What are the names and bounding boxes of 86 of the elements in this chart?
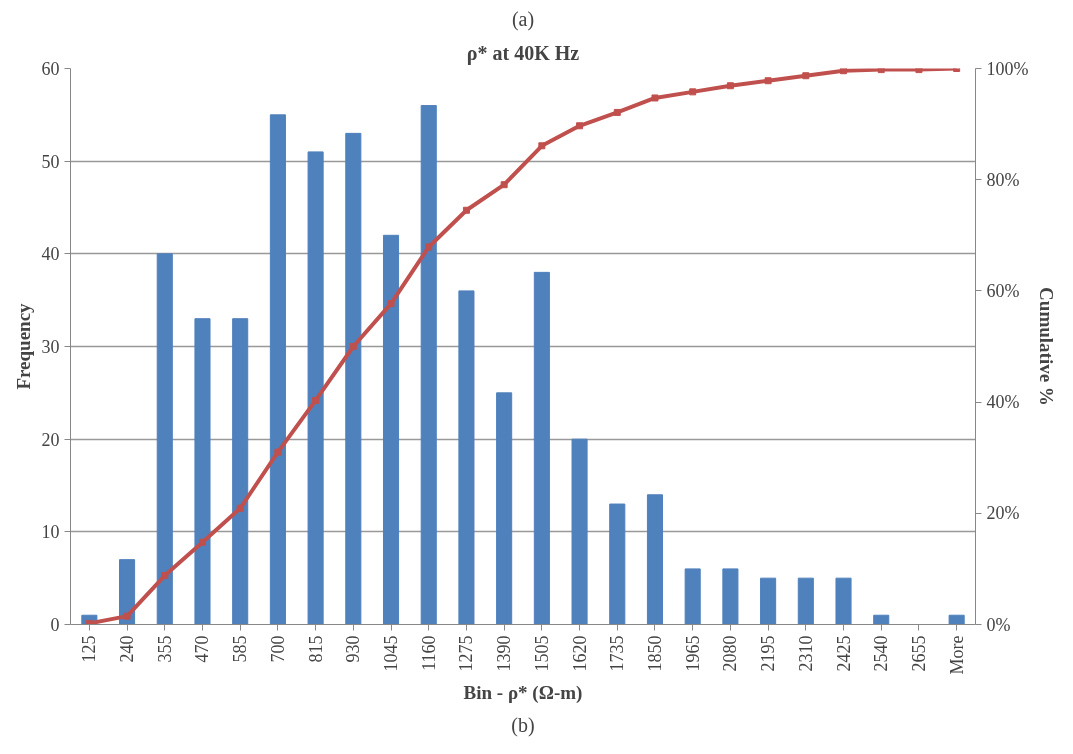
x-tick-label: 2195	[758, 635, 779, 672]
y2-tick-label: 40%	[986, 392, 1020, 413]
x-tick-label: 470	[192, 635, 213, 663]
point	[425, 243, 433, 251]
x-tick-label: 1850	[644, 635, 665, 672]
point	[312, 396, 320, 404]
point	[726, 82, 734, 90]
bar	[496, 392, 513, 625]
bar	[194, 318, 211, 625]
y-axis-title: Frequency	[12, 302, 34, 390]
text: (b)	[511, 713, 535, 737]
bar	[119, 559, 136, 625]
x-tick-label: 1735	[607, 635, 628, 672]
x-tick-label: 1390	[494, 635, 515, 672]
x-axis-title: Bin - ρ* (Ω-m)	[463, 682, 583, 705]
bar	[232, 318, 249, 625]
bar	[609, 503, 626, 625]
bar	[420, 105, 437, 625]
y-tick-label: 10	[41, 522, 60, 543]
x-tick-label: 2540	[871, 635, 892, 672]
bar	[156, 253, 173, 625]
x-tick-label: 355	[154, 635, 175, 663]
point	[198, 538, 206, 546]
point	[802, 72, 810, 80]
bar	[760, 577, 777, 625]
x-tick-label: 2655	[908, 635, 929, 672]
point	[538, 142, 546, 150]
point	[387, 300, 395, 308]
bar	[948, 614, 965, 625]
x-tick-label: 240	[117, 635, 138, 663]
bar	[533, 271, 550, 625]
point	[349, 343, 357, 350]
y-tick-label: 0	[50, 615, 60, 635]
text: (a)	[511, 7, 535, 31]
point	[576, 122, 584, 130]
bar	[797, 577, 814, 625]
point	[236, 504, 244, 512]
point	[274, 448, 282, 456]
x-tick-label: 2310	[795, 635, 816, 672]
x-tick-label: 700	[267, 635, 288, 663]
point	[500, 181, 508, 189]
point	[613, 108, 621, 116]
point	[651, 94, 659, 102]
bar	[684, 568, 701, 625]
x-tick-label: 1275	[456, 635, 477, 672]
y-tick-label: 20	[41, 429, 60, 450]
bar	[382, 234, 400, 625]
x-tick-label: 125	[79, 635, 100, 663]
point	[840, 68, 848, 75]
x-tick-label: 1505	[531, 635, 552, 672]
x-tick-label: 2080	[720, 635, 741, 672]
y2-axis-title: Cumulative %	[1036, 287, 1058, 406]
x-tick-label: 1965	[682, 635, 703, 672]
x-tick-label: 930	[343, 635, 364, 663]
y2-tick-label: 20%	[986, 503, 1020, 524]
y2-tick-label: 100%	[986, 58, 1029, 79]
y-tick-label: 60	[41, 59, 60, 79]
bar	[873, 614, 890, 625]
bar	[835, 577, 852, 625]
bar	[307, 151, 324, 625]
bar	[458, 290, 475, 625]
point	[123, 612, 131, 620]
bar	[571, 438, 588, 625]
point	[915, 68, 923, 74]
x-tick-label: 1160	[418, 635, 439, 671]
bar	[646, 494, 664, 625]
y2-tick-label: 0%	[986, 614, 1011, 635]
point	[689, 88, 697, 96]
y2-tick-label: 60%	[986, 280, 1020, 301]
y2-tick-label: 80%	[986, 169, 1020, 190]
x-tick-label: 585	[230, 635, 251, 663]
x-tick-label: 815	[305, 635, 326, 663]
chart-title: ρ* at 40K Hz	[466, 41, 580, 65]
x-tick-label: More	[946, 635, 967, 675]
point	[764, 77, 772, 85]
bar	[722, 568, 739, 625]
x-tick-label: 1045	[381, 635, 402, 672]
point	[462, 206, 470, 214]
bar	[345, 132, 362, 625]
x-tick-label: 2425	[833, 635, 854, 672]
y-tick-label: 50	[41, 151, 60, 172]
y-tick-label: 30	[41, 337, 60, 357]
bar	[269, 114, 286, 625]
y-tick-label: 40	[41, 244, 60, 265]
point	[161, 572, 169, 580]
x-tick-label: 1620	[569, 635, 590, 672]
